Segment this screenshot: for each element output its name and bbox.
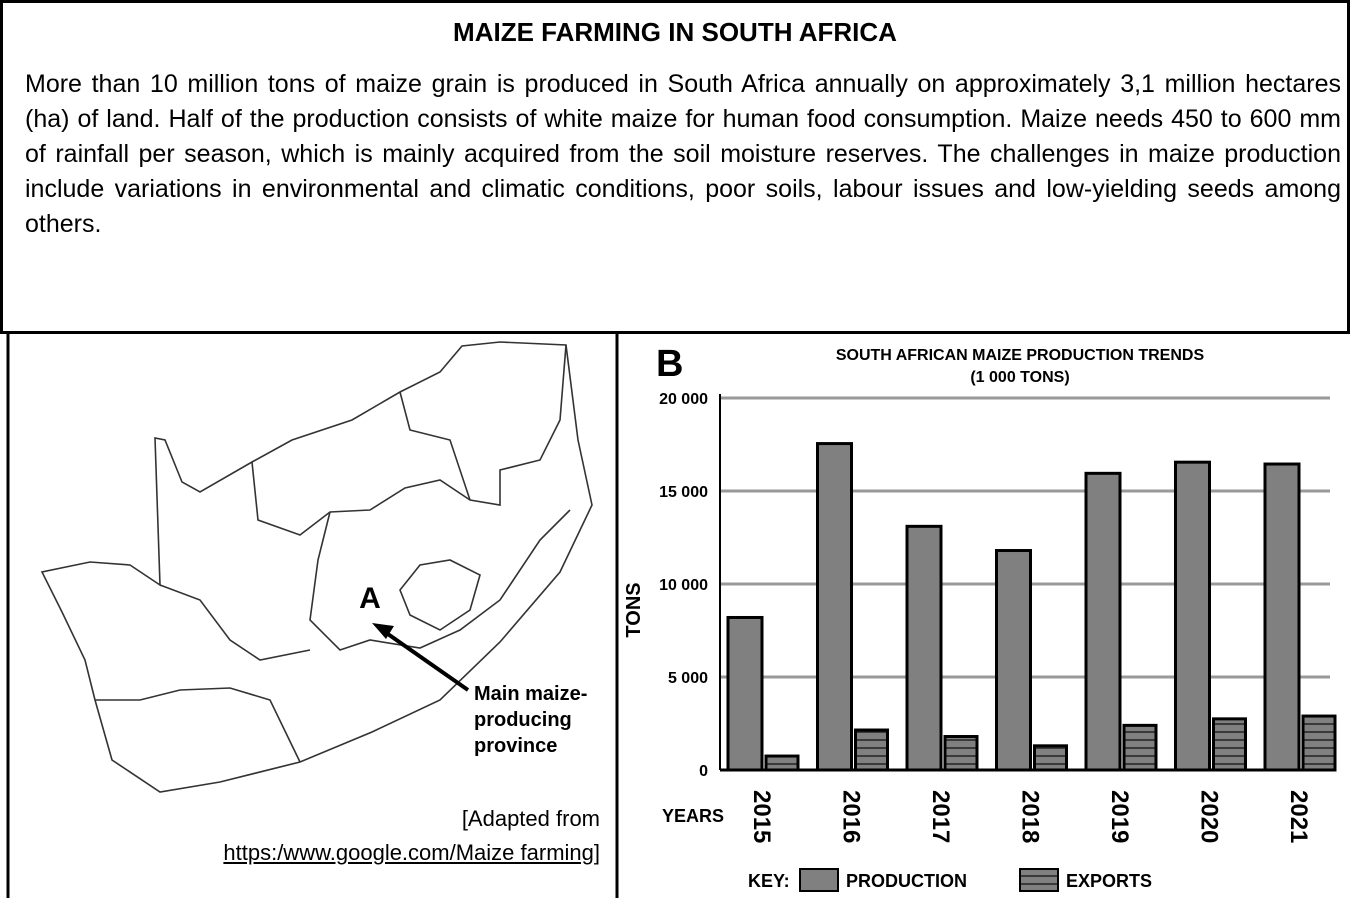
bar — [764, 754, 800, 772]
x-tick-label: 2016 — [838, 790, 865, 843]
source-link: https:/www.google.com/Maize farming] — [223, 840, 600, 865]
legend-label: PRODUCTION — [846, 871, 967, 891]
callout: Main maize-producing province — [474, 683, 588, 757]
bar — [816, 442, 853, 772]
y-tick-label: 5 000 — [668, 670, 708, 687]
bar — [1301, 714, 1337, 772]
x-tick-label: 2017 — [927, 790, 954, 843]
y-tick-label: 10 000 — [659, 577, 708, 594]
bar — [995, 549, 1032, 772]
legend-label: EXPORTS — [1066, 871, 1152, 891]
y-tick-label: 20 000 — [659, 391, 708, 408]
panel-label: B — [656, 343, 683, 385]
intro-box: MAIZE FARMING IN SOUTH AFRICA More than … — [0, 0, 1350, 334]
bar — [1084, 471, 1122, 772]
bar — [1263, 462, 1301, 772]
arrow — [383, 630, 470, 692]
legend-swatch — [1019, 868, 1059, 892]
arrow-head — [372, 623, 394, 639]
bar — [726, 615, 764, 772]
x-tick-label: 2018 — [1017, 790, 1044, 843]
legend-key: KEY: — [748, 871, 790, 891]
y-axis-label: TONS — [623, 582, 645, 637]
x-tick-label: 2021 — [1285, 790, 1312, 843]
legend-swatch — [799, 868, 839, 892]
paragraph: More than 10 million tons of maize grain… — [25, 70, 1341, 238]
y-tick-label: 0 — [699, 763, 708, 780]
bar — [1122, 723, 1158, 772]
y-tick-label: 15 000 — [659, 484, 708, 501]
x-tick-label: 2015 — [748, 790, 775, 843]
bar — [1033, 744, 1068, 772]
bar — [854, 728, 889, 772]
bar — [1212, 717, 1247, 772]
bar — [1174, 460, 1211, 772]
x-tick-label: 2020 — [1196, 790, 1223, 843]
chart-title: (1 000 TONS) — [970, 369, 1069, 386]
x-axis-label: YEARS — [662, 806, 724, 826]
chart-title: SOUTH AFRICAN MAIZE PRODUCTION TRENDS — [836, 347, 1205, 364]
map — [40, 341, 593, 793]
bar — [905, 524, 943, 772]
x-tick-label: 2019 — [1106, 790, 1133, 843]
title: MAIZE FARMING IN SOUTH AFRICA — [453, 17, 897, 47]
map-label: A — [359, 582, 381, 615]
source: [Adapted from — [461, 806, 600, 831]
bar — [943, 735, 979, 772]
